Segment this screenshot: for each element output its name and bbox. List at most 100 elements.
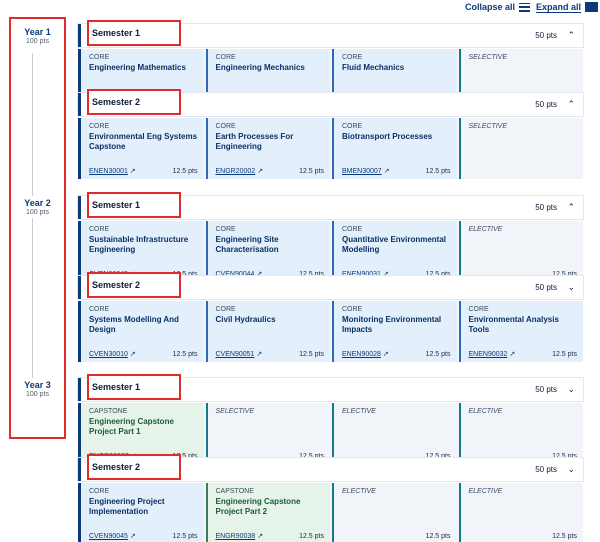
- subject-points: 12.5 pts: [425, 351, 451, 358]
- semester-header[interactable]: Semester 2 50 pts ⌄: [78, 454, 583, 481]
- elective-slot[interactable]: ELECTIVE 12.5 pts: [458, 403, 583, 464]
- subject-card[interactable]: CORE Monitoring Environmental Impacts ENEN…: [332, 301, 457, 362]
- semester-points: 50 pts: [535, 385, 557, 394]
- subject-name: Engineering Site Characterisation: [215, 235, 279, 254]
- subject-card[interactable]: CAPSTONE Engineering Capstone Project Par…: [205, 483, 330, 542]
- subject-type: ELECTIVE: [342, 488, 376, 495]
- subject-points: 12.5 pts: [299, 168, 324, 175]
- collapse-all-label: Collapse all: [464, 2, 515, 12]
- elective-slot[interactable]: ELECTIVE 12.5 pts: [458, 483, 583, 542]
- subject-type: CORE: [215, 54, 236, 61]
- subject-points: 12.5 pts: [172, 351, 198, 358]
- semester-title: Semester 1: [87, 20, 181, 46]
- subject-type: CORE: [89, 123, 110, 130]
- semester-header[interactable]: Semester 1 50 pts ⌃: [78, 20, 583, 47]
- subject-points: 12.5 pts: [172, 271, 198, 278]
- semester-header[interactable]: Semester 2 50 pts ⌃: [78, 89, 583, 116]
- subject-code-link[interactable]: BMEN30007 ↗: [342, 168, 390, 175]
- selective-slot[interactable]: SELECTIVE 12.5 pts: [205, 403, 330, 464]
- subject-points: 12.5 pts: [299, 453, 324, 460]
- year-3-label[interactable]: Year 3 100 pts: [11, 378, 64, 400]
- plan-controls: Collapse all Expand all: [465, 0, 598, 14]
- subject-card[interactable]: CAPSTONE Engineering Capstone Project Par…: [78, 403, 204, 464]
- subject-code-link[interactable]: ENEN90031 ↗: [342, 271, 389, 278]
- subject-type: SELECTIVE: [215, 408, 255, 415]
- year-2-label[interactable]: Year 2 100 pts: [11, 196, 64, 218]
- elective-slot[interactable]: ELECTIVE 12.5 pts: [458, 221, 583, 282]
- chevron-up-icon[interactable]: ⌃: [567, 202, 575, 212]
- external-link-icon: ↗: [256, 271, 263, 278]
- chevron-up-icon[interactable]: ⌃: [567, 30, 575, 40]
- subject-points: 12.5 pts: [172, 453, 198, 460]
- elective-slot[interactable]: ELECTIVE 12.5 pts: [332, 483, 457, 542]
- external-link-icon: ↗: [257, 168, 264, 175]
- chevron-down-icon[interactable]: ⌄: [567, 384, 575, 394]
- chevron-down-icon[interactable]: ⌄: [567, 282, 575, 292]
- semester-title: Semester 1: [87, 192, 181, 218]
- subject-card[interactable]: CORE Earth Processes For Engineering ENGR2…: [205, 118, 330, 179]
- chevron-up-icon[interactable]: ⌃: [567, 99, 575, 109]
- subject-points: 12.5 pts: [552, 533, 577, 540]
- subject-points: 12.5 pts: [299, 271, 324, 278]
- subject-code-link[interactable]: CVEN90044 ↗: [215, 271, 263, 278]
- subject-name: Sustainable Infrastructure Engineering: [89, 235, 189, 254]
- external-link-icon: ↗: [509, 351, 516, 358]
- subject-type: CORE: [89, 488, 110, 495]
- subject-card[interactable]: CORE Environmental Analysis Tools ENEN9003…: [458, 301, 583, 362]
- subject-card[interactable]: CORE Engineering Site Characterisation CVE…: [205, 221, 330, 282]
- chevron-down-icon[interactable]: ⌄: [567, 464, 575, 474]
- subject-points: 12.5 pts: [425, 453, 451, 460]
- elective-slot[interactable]: ELECTIVE 12.5 pts: [332, 403, 457, 464]
- subject-type: CORE: [468, 306, 489, 313]
- subject-name: Quantitative Environmental Modelling: [342, 235, 447, 254]
- expand-box-icon: [585, 2, 598, 12]
- subject-name: Environmental Analysis Tools: [468, 315, 559, 334]
- subject-type: CORE: [342, 123, 363, 130]
- subject-card[interactable]: CORE Systems Modelling And Design CVEN3001…: [78, 301, 204, 362]
- year-1-label[interactable]: Year 1 100 pts: [11, 25, 64, 47]
- subject-name: Monitoring Environmental Impacts: [342, 315, 442, 334]
- subject-name: Systems Modelling And Design: [89, 315, 179, 334]
- collapse-all-button[interactable]: Collapse all: [465, 2, 530, 12]
- subject-points: 12.5 pts: [425, 271, 451, 278]
- subject-name: Civil Hydraulics: [215, 315, 276, 324]
- subject-type: ELECTIVE: [468, 408, 503, 415]
- expand-all-label: Expand all: [535, 1, 581, 13]
- semester-points: 50 pts: [535, 283, 557, 292]
- expand-all-button[interactable]: Expand all: [535, 1, 598, 13]
- subject-name: Fluid Mechanics: [342, 63, 405, 72]
- subject-type: ELECTIVE: [342, 408, 376, 415]
- subject-type: CORE: [215, 123, 236, 130]
- external-link-icon: ↗: [382, 271, 389, 278]
- semester-header[interactable]: Semester 1 50 pts ⌄: [78, 374, 583, 401]
- subject-code-link[interactable]: ENGR90038 ↗: [215, 533, 264, 540]
- subject-points: 12.5 pts: [299, 351, 324, 358]
- subject-code-link[interactable]: ENGR20002 ↗: [215, 168, 264, 175]
- subject-type: CORE: [342, 226, 363, 233]
- subject-card[interactable]: CORE Engineering Project Implementation CV…: [78, 483, 204, 542]
- subject-row: CORE Sustainable Infrastructure Engineeri…: [78, 221, 583, 282]
- external-link-icon: ↗: [382, 351, 389, 358]
- subject-code-link[interactable]: CVEN90045 ↗: [89, 533, 136, 540]
- semester-title: Semester 2: [87, 89, 181, 115]
- subject-type: CAPSTONE: [89, 408, 128, 415]
- subject-code-link[interactable]: ENEN90032 ↗: [468, 351, 516, 358]
- subject-card[interactable]: CORE Sustainable Infrastructure Engineeri…: [78, 221, 204, 282]
- subject-code-link[interactable]: CVEN90051 ↗: [215, 351, 263, 358]
- list-lines-icon: [518, 2, 530, 12]
- subject-points: 12.5 pts: [299, 533, 324, 540]
- subject-type: CORE: [89, 54, 110, 61]
- subject-card[interactable]: CORE Civil Hydraulics CVEN90051 ↗ 12.5 pts: [205, 301, 330, 362]
- subject-card[interactable]: CORE Quantitative Environmental Modelling…: [332, 221, 457, 282]
- subject-card[interactable]: CORE Environmental Eng Systems Capstone EN…: [78, 118, 204, 179]
- subject-code-link[interactable]: ENEN30001 ↗: [89, 168, 136, 175]
- subject-card[interactable]: CORE Biotransport Processes BMEN30007 ↗ 12.5…: [332, 118, 457, 179]
- selective-slot[interactable]: SELECTIVE: [458, 118, 583, 179]
- subject-code-link[interactable]: CVEN30010 ↗: [89, 351, 136, 358]
- subject-name: Biotransport Processes: [342, 132, 433, 141]
- semester-header[interactable]: Semester 1 50 pts ⌃: [78, 192, 583, 219]
- semester-header[interactable]: Semester 2 50 pts ⌄: [78, 272, 583, 299]
- subject-code-link[interactable]: ENEN90028 ↗: [342, 351, 389, 358]
- subject-row: CORE Engineering Project Implementation CV…: [78, 483, 583, 542]
- subject-type: CORE: [342, 54, 363, 61]
